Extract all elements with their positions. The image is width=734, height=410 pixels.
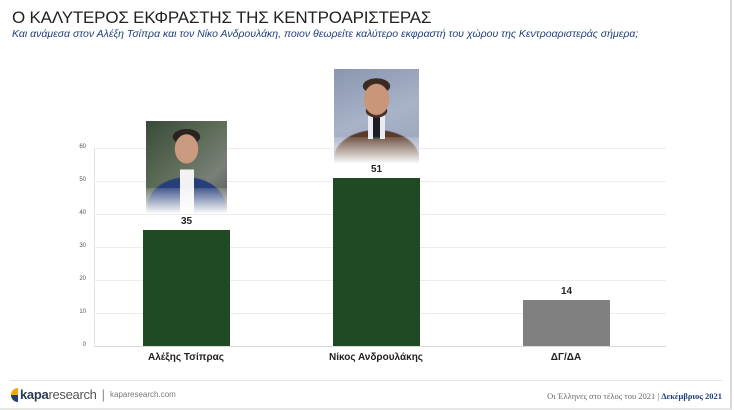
survey-title: Οι Έλληνες στο τέλος του 2021 bbox=[547, 391, 656, 401]
y-axis-line bbox=[94, 148, 95, 347]
candidate-photo-tsipras bbox=[146, 121, 227, 214]
chart-title: Ο ΚΑΛΥΤΕΡΟΣ ΕΚΦΡΑΣΤΗΣ ΤΗΣ ΚΕΝΤΡΟΑΡΙΣΤΕΡΑ… bbox=[12, 8, 432, 27]
candidate-photo-androulakis bbox=[334, 69, 419, 164]
value-label-tsipras: 35 bbox=[180, 216, 193, 227]
category-label-dont-know: ΔΓ/ΔΑ bbox=[550, 352, 582, 363]
logo-separator: | bbox=[101, 387, 106, 402]
footer-survey-info: Οι Έλληνες στο τέλος του 2021 | Δεκέμβρι… bbox=[547, 391, 722, 401]
logo-text-research: research bbox=[48, 387, 97, 402]
category-label-androulakis: Νίκος Ανδρουλάκης bbox=[328, 352, 424, 363]
y-tick-label: 60 bbox=[79, 144, 86, 150]
chart-subtitle: Και ανάμεσα στον Αλέξη Τσίπρα και τον Νί… bbox=[12, 28, 639, 40]
kapa-research-logo: kapa research | kaparesearch.com bbox=[10, 387, 176, 402]
logo-text-kapa: kapa bbox=[20, 387, 49, 402]
bar-tsipras bbox=[143, 230, 230, 346]
footer-divider bbox=[10, 380, 722, 381]
category-label-tsipras: Αλέξης Τσίπρας bbox=[147, 352, 224, 363]
y-tick-label: 20 bbox=[79, 276, 86, 282]
x-axis-line bbox=[94, 346, 666, 347]
value-label-androulakis: 51 bbox=[370, 164, 383, 175]
y-tick-label: 10 bbox=[79, 309, 86, 315]
y-tick-label: 30 bbox=[79, 243, 86, 249]
value-label-dont-know: 14 bbox=[560, 286, 573, 297]
kapa-logo-icon bbox=[10, 387, 18, 402]
survey-month: Δεκέμβριος 2021 bbox=[661, 391, 722, 401]
bar-dont-know bbox=[523, 300, 610, 346]
website-link[interactable]: kaparesearch.com bbox=[110, 390, 176, 399]
bar-androulakis bbox=[333, 178, 420, 346]
y-tick-label: 50 bbox=[79, 177, 86, 183]
y-tick-label: 40 bbox=[79, 210, 86, 216]
y-tick-label: 0 bbox=[82, 342, 86, 348]
footer-divider-pipe: | bbox=[657, 391, 660, 401]
